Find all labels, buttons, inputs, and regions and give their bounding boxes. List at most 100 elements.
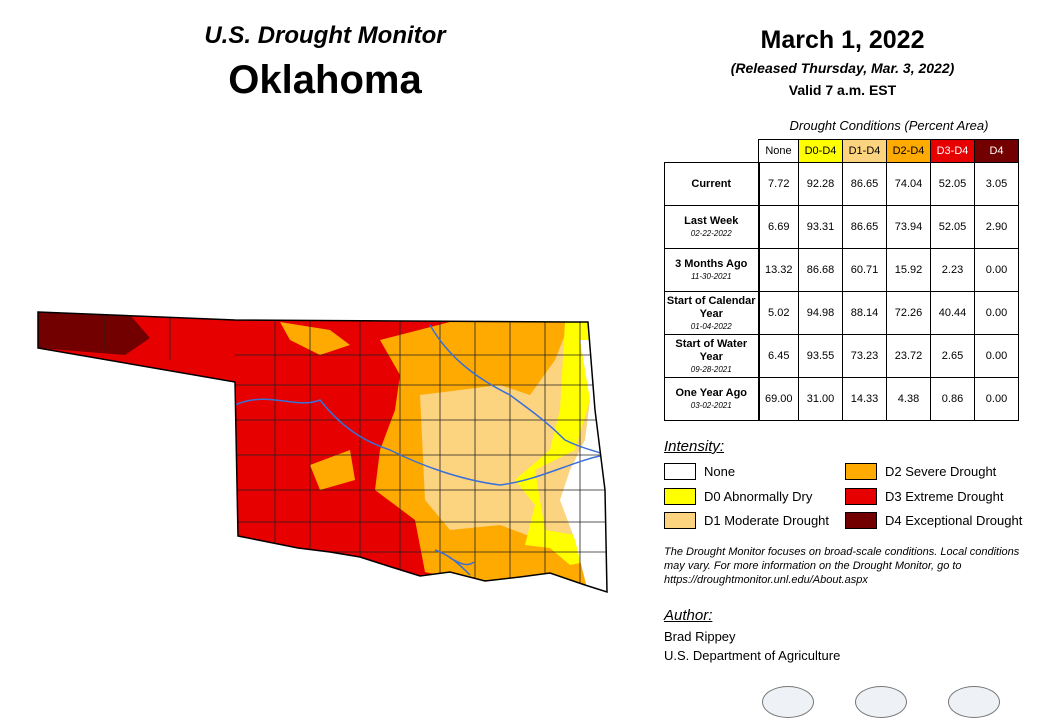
map-subtitle: U.S. Drought Monitor [204, 22, 446, 49]
legend-item-d4: D4 Exceptional Drought [845, 512, 1022, 529]
partner-logo-3 [948, 686, 1000, 718]
cell-value: 86.65 [842, 205, 887, 249]
column-header-d4: D4 [974, 139, 1019, 163]
cell-value: 23.72 [886, 334, 931, 378]
cell-value: 0.00 [974, 377, 1019, 421]
table-caption: Drought Conditions (Percent Area) [789, 118, 989, 133]
cell-value: 31.00 [798, 377, 843, 421]
cell-value: 0.86 [930, 377, 975, 421]
cell-value: 86.65 [842, 162, 887, 206]
cell-value: 0.00 [974, 334, 1019, 378]
d0-abnormally-dry-region [515, 322, 595, 565]
row-label-text: Start of Calendar Year [666, 294, 756, 320]
row-date: 09-28-2021 [690, 364, 732, 374]
cell-value: 6.45 [758, 334, 799, 378]
cell-value: 94.98 [798, 291, 843, 335]
row-label: Last Week 02-22-2022 [664, 205, 760, 249]
legend-swatch [845, 488, 877, 505]
cell-value: 69.00 [758, 377, 799, 421]
cell-value: 13.32 [758, 248, 799, 292]
cell-value: 60.71 [842, 248, 887, 292]
legend-swatch [845, 512, 877, 529]
table-row: Start of Calendar Year 01-04-2022 5.02 94.9… [664, 291, 1019, 335]
release-date: (Released Thursday, Mar. 3, 2022) [730, 60, 955, 76]
disclaimer-note: The Drought Monitor focuses on broad-sca… [664, 546, 1020, 586]
cell-value: 73.23 [842, 334, 887, 378]
drought-conditions-table: None D0-D4 D1-D4 D2-D4 D3-D4 D4 Current 7.72 92… [664, 139, 1019, 421]
legend-item-d2: D2 Severe Drought [845, 463, 996, 480]
cell-value: 7.72 [758, 162, 799, 206]
legend-item-d3: D3 Extreme Drought [845, 488, 1004, 505]
row-label: 3 Months Ago 11-30-2021 [664, 248, 760, 292]
cell-value: 5.02 [758, 291, 799, 335]
d4-exceptional-region [38, 312, 150, 355]
cell-value: 0.00 [974, 248, 1019, 292]
row-label-text: Start of Water Year [675, 337, 748, 363]
table-row: One Year Ago 03-02-2021 69.00 31.00 14.33 4.3… [664, 377, 1019, 421]
oklahoma-drought-map [37, 311, 608, 594]
legend-label: D0 Abnormally Dry [704, 489, 813, 504]
table-corner [664, 139, 759, 163]
cell-value: 92.28 [798, 162, 843, 206]
author-heading: Author: [664, 607, 713, 624]
row-label: Start of Calendar Year 01-04-2022 [664, 291, 760, 335]
legend-swatch [664, 512, 696, 529]
legend-label: D2 Severe Drought [885, 464, 997, 479]
legend-swatch [845, 463, 877, 480]
column-header-none: None [758, 139, 799, 163]
row-date: 02-22-2022 [690, 229, 732, 238]
cell-value: 3.05 [974, 162, 1019, 206]
legend-swatch [664, 463, 696, 480]
d2-region-west [310, 450, 355, 490]
legend-title: Intensity: [664, 438, 725, 455]
table-row: Current 7.72 92.28 86.65 74.04 52.05 3.05 [664, 162, 1019, 206]
cell-value: 88.14 [842, 291, 887, 335]
legend-item-none: None [664, 463, 735, 480]
cell-value: 52.05 [930, 205, 975, 249]
valid-time: Valid 7 a.m. EST [788, 82, 897, 98]
state-title: Oklahoma [228, 58, 422, 102]
row-label-text: One Year Ago [675, 387, 748, 399]
row-label-text: Last Week [684, 215, 739, 227]
legend-label: None [704, 464, 736, 479]
table-row: 3 Months Ago 11-30-2021 13.32 86.68 60.71 15.… [664, 248, 1019, 292]
table-row: Start of Water Year 09-28-2021 6.45 93.55 73… [664, 334, 1019, 378]
state-border [37, 311, 608, 594]
author-name: Brad Rippey [664, 629, 736, 644]
legend-label: D1 Moderate Drought [704, 513, 830, 528]
column-header-d1-d4: D1-D4 [842, 139, 887, 163]
cell-value: 52.05 [930, 162, 975, 206]
cell-value: 86.68 [798, 248, 843, 292]
partner-logo-1 [762, 686, 814, 718]
table-row: Last Week 02-22-2022 6.69 93.31 86.65 73.94 52… [664, 205, 1019, 249]
rivers [234, 324, 606, 576]
column-header-d2-d4: D2-D4 [886, 139, 931, 163]
cell-value: 2.23 [930, 248, 975, 292]
row-date: 11-30-2021 [691, 272, 732, 281]
cell-value: 14.33 [842, 377, 887, 421]
cell-value: 4.38 [886, 377, 931, 421]
column-header-d3-d4: D3-D4 [930, 139, 975, 163]
row-date: 03-02-2021 [690, 401, 732, 410]
row-date: 01-04-2022 [690, 321, 732, 331]
cell-value: 93.55 [798, 334, 843, 378]
legend-item-d0: D0 Abnormally Dry [664, 488, 812, 505]
legend-label: D4 Exceptional Drought [885, 513, 1023, 528]
legend-swatch [664, 488, 696, 505]
cell-value: 40.44 [930, 291, 975, 335]
row-label: One Year Ago 03-02-2021 [664, 377, 760, 421]
table-header-row: None D0-D4 D1-D4 D2-D4 D3-D4 D4 [664, 139, 1019, 163]
legend-item-d1: D1 Moderate Drought [664, 512, 829, 529]
legend-label: D3 Extreme Drought [885, 489, 1004, 504]
partner-logo-2 [855, 686, 907, 718]
cell-value: 74.04 [886, 162, 931, 206]
row-label: Start of Water Year 09-28-2021 [664, 334, 760, 378]
cell-value: 0.00 [974, 291, 1019, 335]
row-label-text: 3 Months Ago [675, 258, 748, 270]
map-date: March 1, 2022 [760, 26, 925, 54]
author-organization: U.S. Department of Agriculture [664, 648, 841, 663]
cell-value: 15.92 [886, 248, 931, 292]
cell-value: 72.26 [886, 291, 931, 335]
row-label: Current [664, 162, 760, 206]
cell-value: 93.31 [798, 205, 843, 249]
